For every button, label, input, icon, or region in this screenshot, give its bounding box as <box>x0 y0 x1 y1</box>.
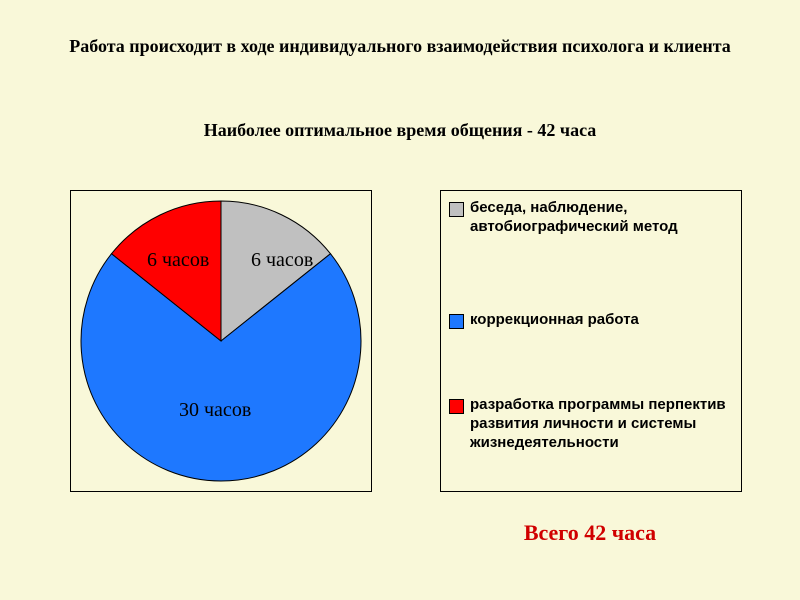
legend-item-1: коррекционная работа <box>449 311 733 330</box>
legend-swatch <box>449 399 464 414</box>
pie-chart: 6 часов30 часов6 часов <box>70 190 372 492</box>
legend-text: беседа, наблюдение, автобиографический м… <box>470 199 733 237</box>
pie-svg <box>71 191 371 491</box>
total-label: Всего 42 часа <box>440 520 740 546</box>
page-title: Работа происходит в ходе индивидуального… <box>0 34 800 58</box>
page-subtitle: Наиболее оптимальное время общения - 42 … <box>0 120 800 141</box>
legend: беседа, наблюдение, автобиографический м… <box>440 190 742 492</box>
page: Работа происходит в ходе индивидуального… <box>0 0 800 600</box>
legend-item-0: беседа, наблюдение, автобиографический м… <box>449 199 733 237</box>
legend-text: коррекционная работа <box>470 311 639 330</box>
legend-item-2: разработка программы перпектив развития … <box>449 396 733 452</box>
legend-swatch <box>449 202 464 217</box>
legend-text: разработка программы перпектив развития … <box>470 396 733 452</box>
legend-swatch <box>449 314 464 329</box>
